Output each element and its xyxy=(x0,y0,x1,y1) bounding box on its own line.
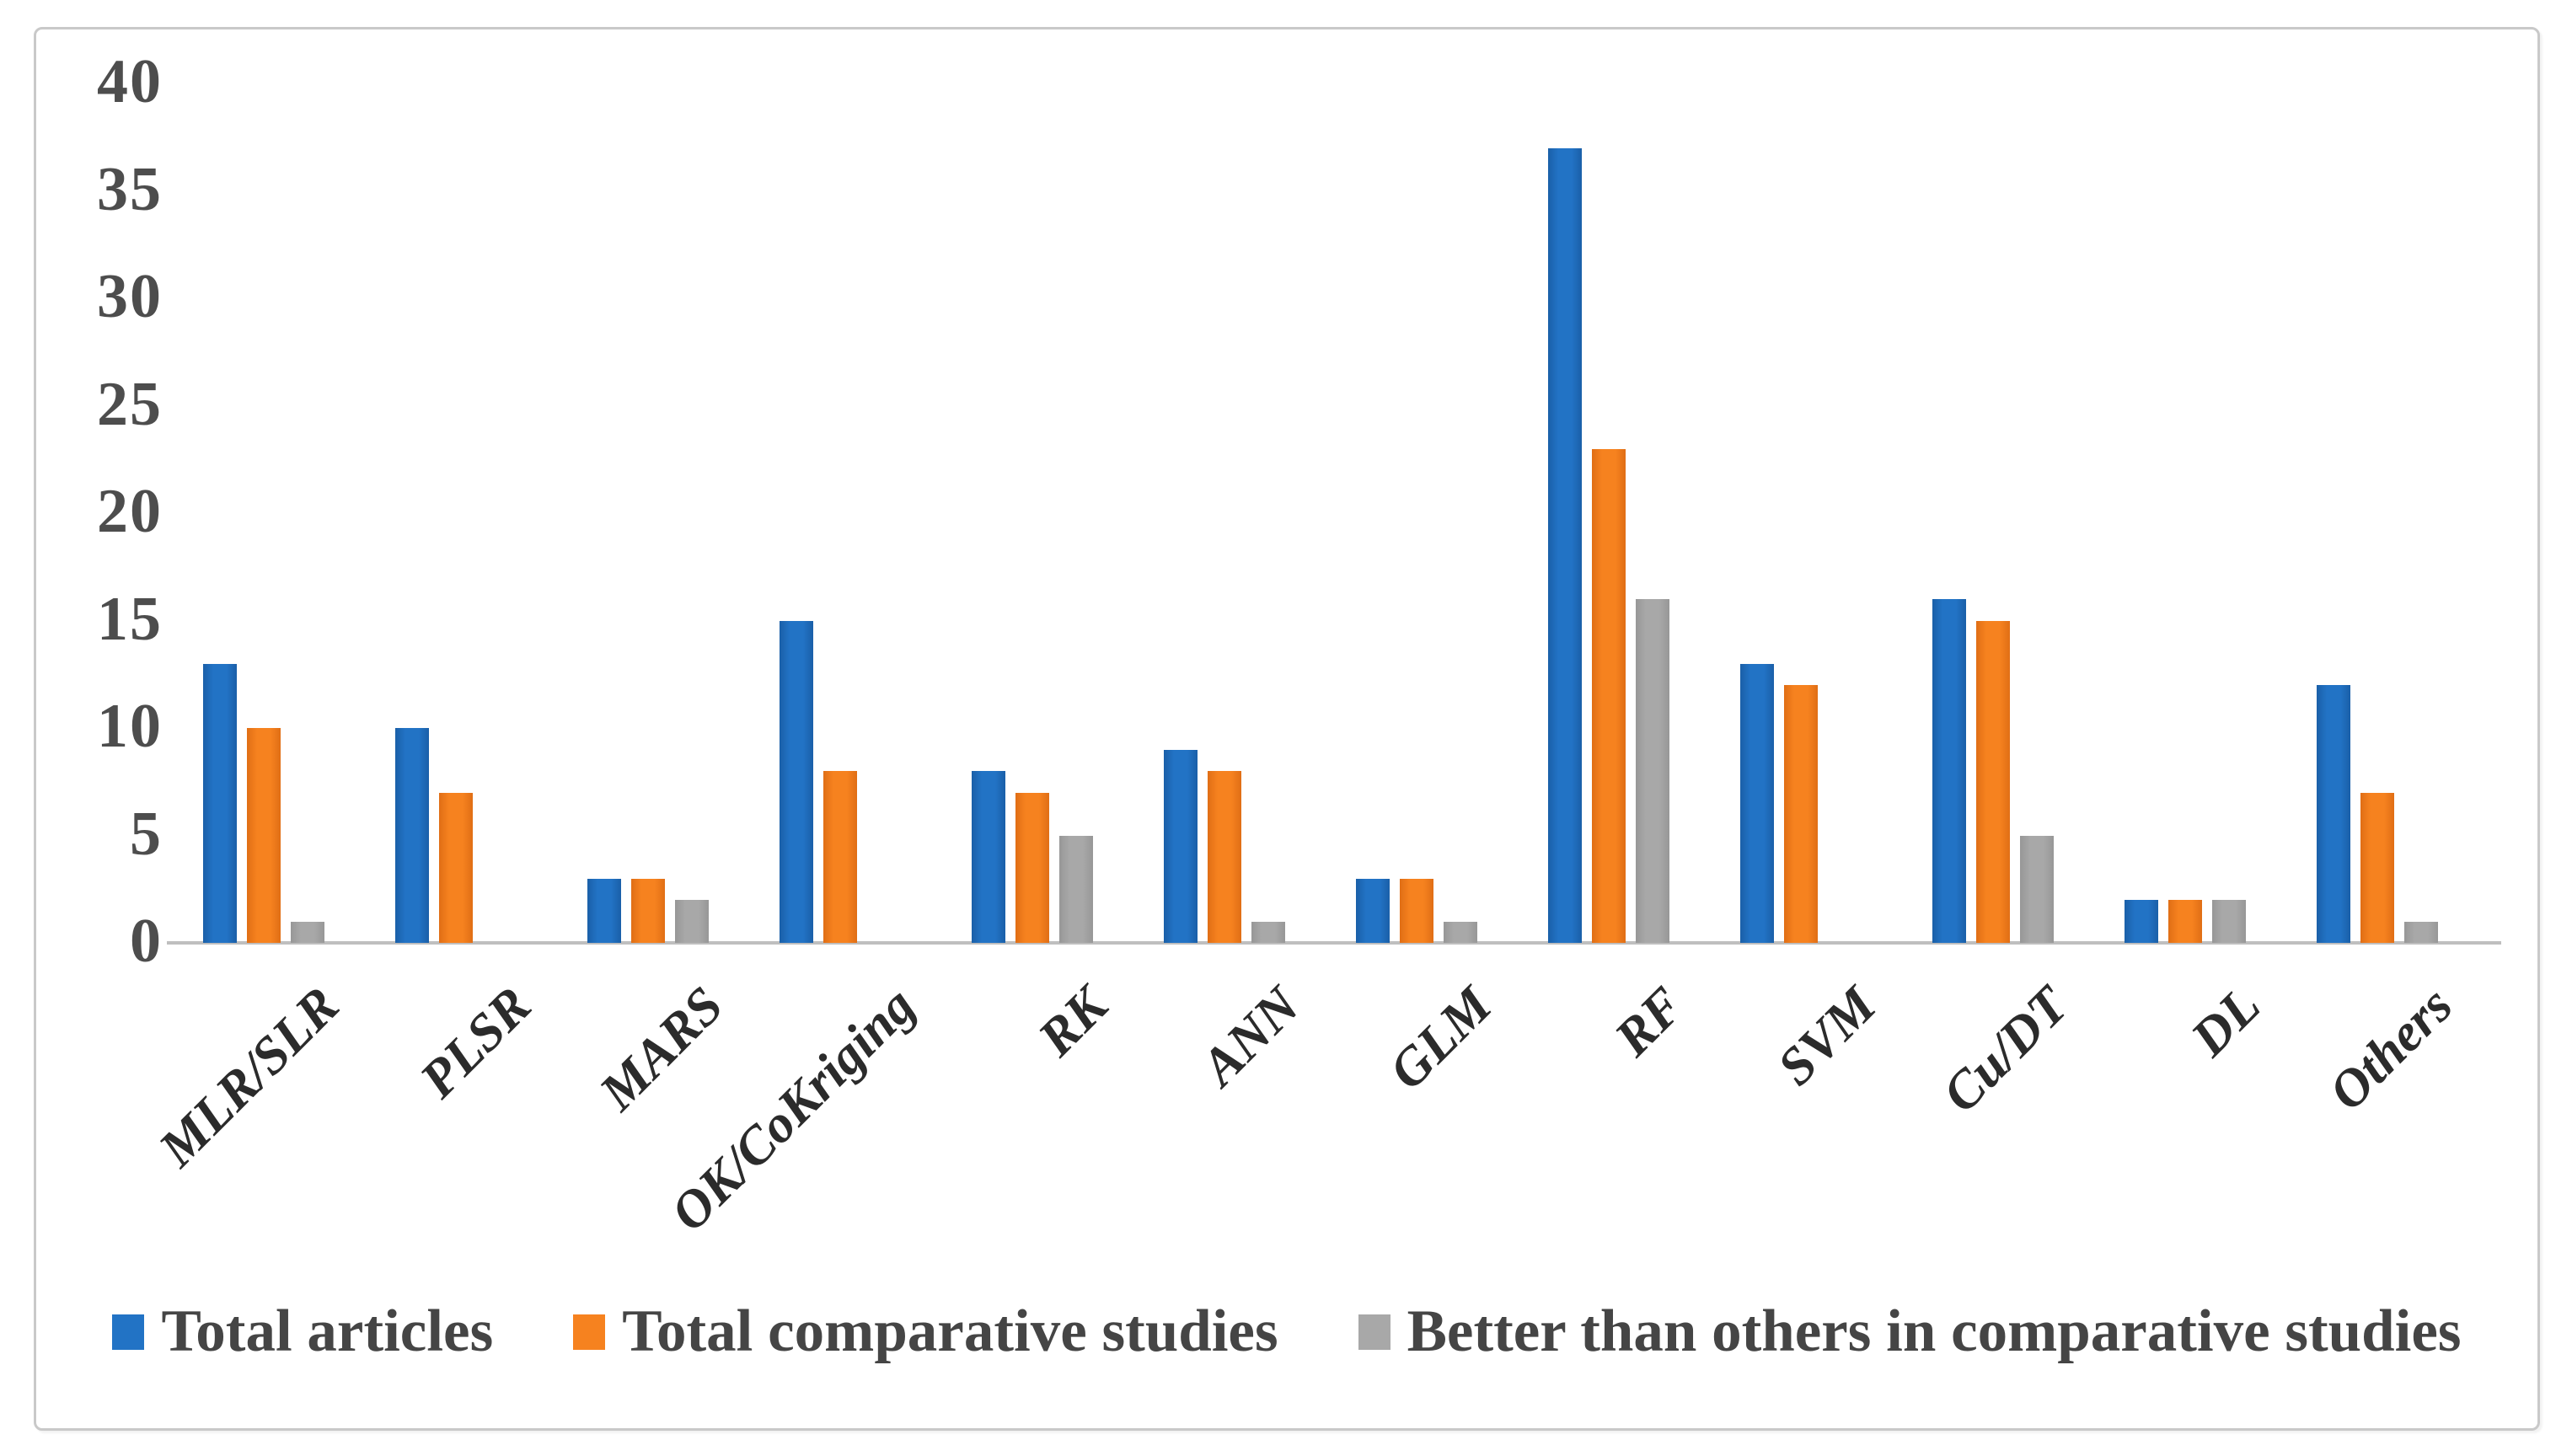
legend-label-total-comparative-studies: Total comparative studies xyxy=(622,1298,1278,1364)
bar-total-articles-mars xyxy=(587,878,621,943)
bar-total-comparative-studies-mlr-slr xyxy=(247,728,281,943)
x-axis-label-plsr: PLSR xyxy=(408,975,543,1110)
bar-total-articles-rf xyxy=(1548,147,1582,943)
bar-better-than-others-in-comparative-studies-rk xyxy=(1059,835,1093,943)
bar-total-articles-svm xyxy=(1740,663,1774,943)
bar-total-comparative-studies-glm xyxy=(1400,878,1433,943)
y-tick-label-0: 0 xyxy=(130,907,163,976)
bar-total-comparative-studies-dl xyxy=(2168,900,2202,943)
bar-total-comparative-studies-ok-cokriging xyxy=(823,771,857,943)
x-axis-label-glm: GLM xyxy=(1377,975,1503,1101)
bar-chart: 0 5 10 15 20 25 30 35 40 MLR/SLR PLSR MARS OK/CoKri… xyxy=(36,29,2537,1428)
y-tick-label-40: 40 xyxy=(97,47,163,116)
y-tick-label-20: 20 xyxy=(97,477,163,546)
bar-better-than-others-in-comparative-studies-ann xyxy=(1251,921,1285,943)
x-axis-label-ann: ANN xyxy=(1189,975,1311,1097)
bar-better-than-others-in-comparative-studies-others xyxy=(2404,921,2438,943)
bar-better-than-others-in-comparative-studies-cu-dt xyxy=(2020,835,2054,943)
y-tick-label-25: 25 xyxy=(97,369,163,439)
legend-label-total-articles: Total articles xyxy=(161,1298,494,1364)
bar-total-articles-ann xyxy=(1164,749,1198,943)
legend-swatch-total-articles xyxy=(112,1314,145,1350)
bar-better-than-others-in-comparative-studies-mars xyxy=(675,900,709,943)
bar-total-comparative-studies-cu-dt xyxy=(1976,620,2010,943)
bar-better-than-others-in-comparative-studies-mlr-slr xyxy=(291,921,324,943)
legend-swatch-total-comparative-studies xyxy=(573,1314,606,1350)
bar-total-articles-plsr xyxy=(395,728,429,943)
legend: Total articles Total comparative studies B… xyxy=(87,1302,2487,1362)
bar-better-than-others-in-comparative-studies-glm xyxy=(1444,921,1477,943)
bar-total-comparative-studies-ann xyxy=(1208,771,1241,943)
legend-item-better-than-others-in-comparative-studies: Better than others in comparative studie… xyxy=(1358,1302,2462,1362)
x-axis-label-others: Others xyxy=(2317,975,2464,1121)
bar-total-articles-dl xyxy=(2125,900,2158,943)
legend-swatch-better-than-others-in-comparative-studies xyxy=(1358,1314,1390,1350)
x-axis-label-dl: DL xyxy=(2179,975,2272,1068)
x-axis-label-cu-dt: Cu/DT xyxy=(1931,975,2080,1124)
y-tick-label-10: 10 xyxy=(97,692,163,761)
bar-total-articles-ok-cokriging xyxy=(780,620,813,943)
legend-label-better-than-others-in-comparative-studies: Better than others in comparative studie… xyxy=(1407,1298,2462,1364)
figure-frame: 0 5 10 15 20 25 30 35 40 MLR/SLR PLSR MARS OK/CoKri… xyxy=(34,27,2540,1431)
bar-total-articles-cu-dt xyxy=(1932,599,1966,943)
y-tick-label-5: 5 xyxy=(130,799,163,869)
y-tick-label-35: 35 xyxy=(97,154,163,224)
bar-total-comparative-studies-rf xyxy=(1592,448,1626,943)
bar-total-comparative-studies-svm xyxy=(1784,685,1818,943)
x-axis-label-svm: SVM xyxy=(1766,975,1888,1097)
y-tick-label-15: 15 xyxy=(97,584,163,654)
bar-total-articles-rk xyxy=(972,771,1005,943)
legend-item-total-articles: Total articles xyxy=(112,1302,493,1362)
bar-total-comparative-studies-rk xyxy=(1015,792,1049,943)
bar-total-comparative-studies-others xyxy=(2360,792,2394,943)
x-axis-label-mars: MARS xyxy=(587,975,735,1122)
x-axis-line xyxy=(167,941,2501,945)
bar-total-articles-mlr-slr xyxy=(203,663,237,943)
x-axis-label-rf: RF xyxy=(1603,975,1696,1068)
bar-better-than-others-in-comparative-studies-rf xyxy=(1636,599,1669,943)
bar-total-articles-glm xyxy=(1356,878,1390,943)
x-axis-label-rk: RK xyxy=(1026,975,1119,1068)
bar-total-articles-others xyxy=(2317,685,2350,943)
bar-total-comparative-studies-plsr xyxy=(439,792,473,943)
bar-better-than-others-in-comparative-studies-dl xyxy=(2212,900,2246,943)
legend-item-total-comparative-studies: Total comparative studies xyxy=(573,1302,1278,1362)
y-tick-label-30: 30 xyxy=(97,262,163,331)
bar-total-comparative-studies-mars xyxy=(631,878,665,943)
